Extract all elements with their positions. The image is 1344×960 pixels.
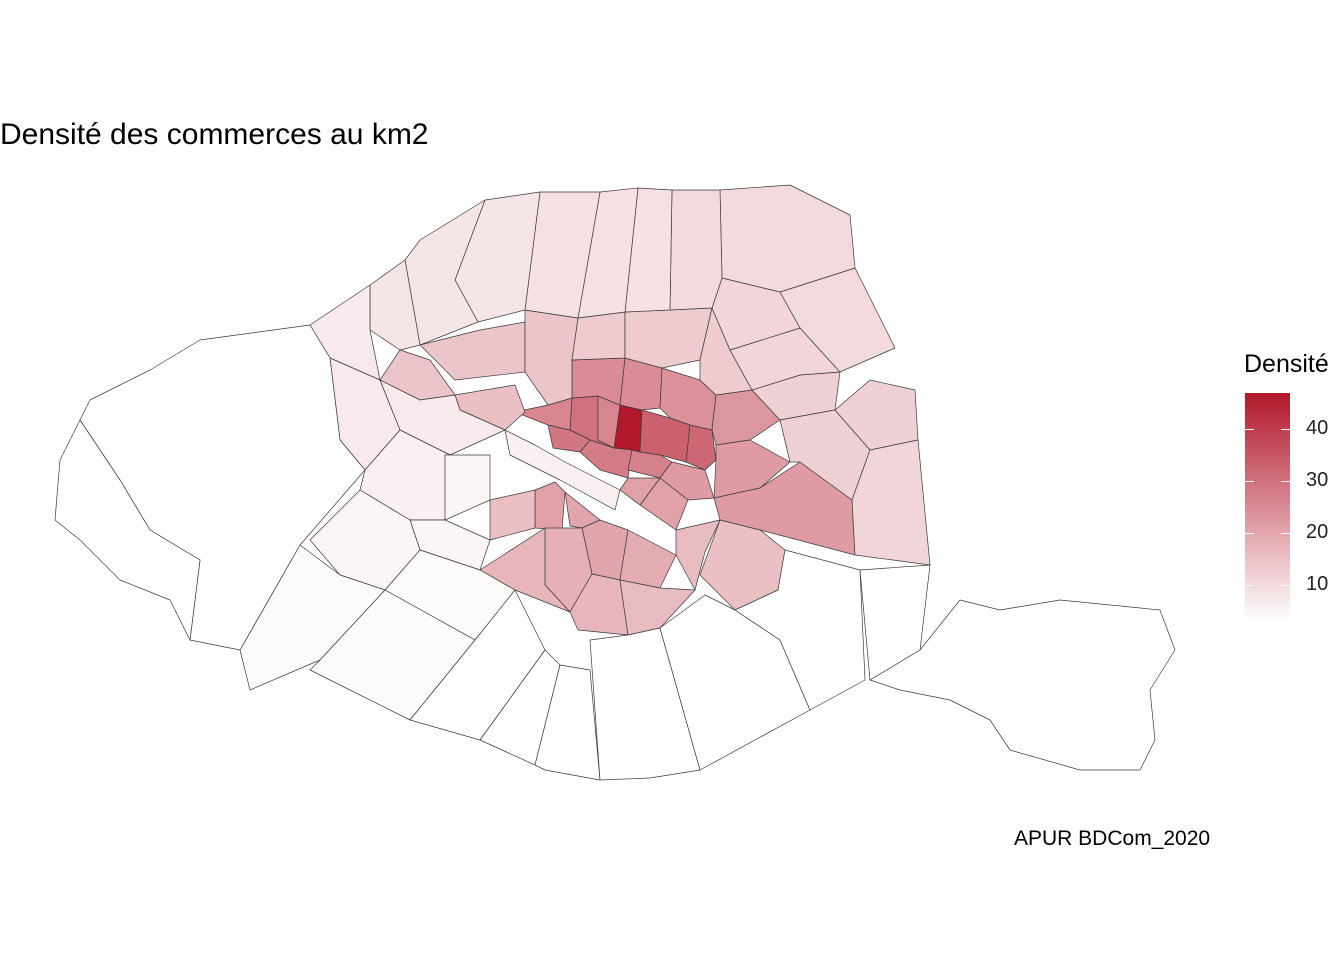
legend-tick-mark [1281,481,1290,483]
quartier-57 [444,454,491,521]
quartier-35 [624,307,713,369]
quartier-19 [534,481,566,531]
legend-tick-label: 40 [1306,417,1329,440]
legend-tick-mark [1281,532,1290,534]
legend-tick-mark [1245,429,1254,431]
legend-tick-label: 20 [1306,520,1329,543]
legend-tick-label: 10 [1306,572,1329,595]
quartier-71 [54,419,201,641]
legend-tick-mark [1281,584,1290,586]
legend-tick-label: 30 [1306,469,1329,492]
quartier-3 [685,424,717,471]
quartier-29 [489,489,536,541]
quartier-65 [534,664,601,781]
quartier-18 [619,477,661,506]
quartier-22 [619,529,677,589]
map-title: Densité des commerces au km2 [0,118,429,151]
quartier-55 [504,429,621,511]
legend-tick-mark [1245,481,1254,483]
quartier-40 [851,439,931,566]
legend-tick-mark [1245,532,1254,534]
quartier-39 [834,379,919,451]
quartier-26 [619,579,696,636]
quartier-27 [675,519,721,591]
legend-title: Densité [1244,350,1329,378]
legend-tick-mark [1281,429,1290,431]
quartier-72 [869,599,1176,771]
quartier-68 [734,549,866,711]
legend-tick-mark [1245,584,1254,586]
quartier-33 [524,309,579,406]
quartier-9 [514,397,573,431]
quartier-45 [669,189,723,311]
quartier-63 [409,589,546,741]
source-caption: APUR BDCom_2020 [1014,827,1211,850]
quartier-16 [659,461,715,501]
quartier-34 [571,311,626,361]
legend-colorbar [1245,393,1290,621]
